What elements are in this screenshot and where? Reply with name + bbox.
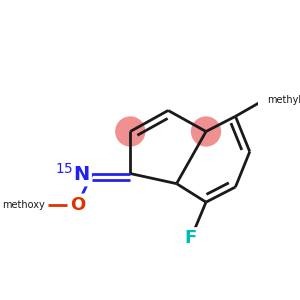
Text: methoxy: methoxy — [3, 200, 45, 210]
Text: O: O — [70, 196, 85, 214]
Circle shape — [191, 116, 221, 147]
Text: F: F — [185, 229, 197, 247]
Text: $^{15}$N: $^{15}$N — [55, 163, 90, 184]
Text: methyl: methyl — [267, 94, 300, 104]
Circle shape — [115, 116, 146, 147]
